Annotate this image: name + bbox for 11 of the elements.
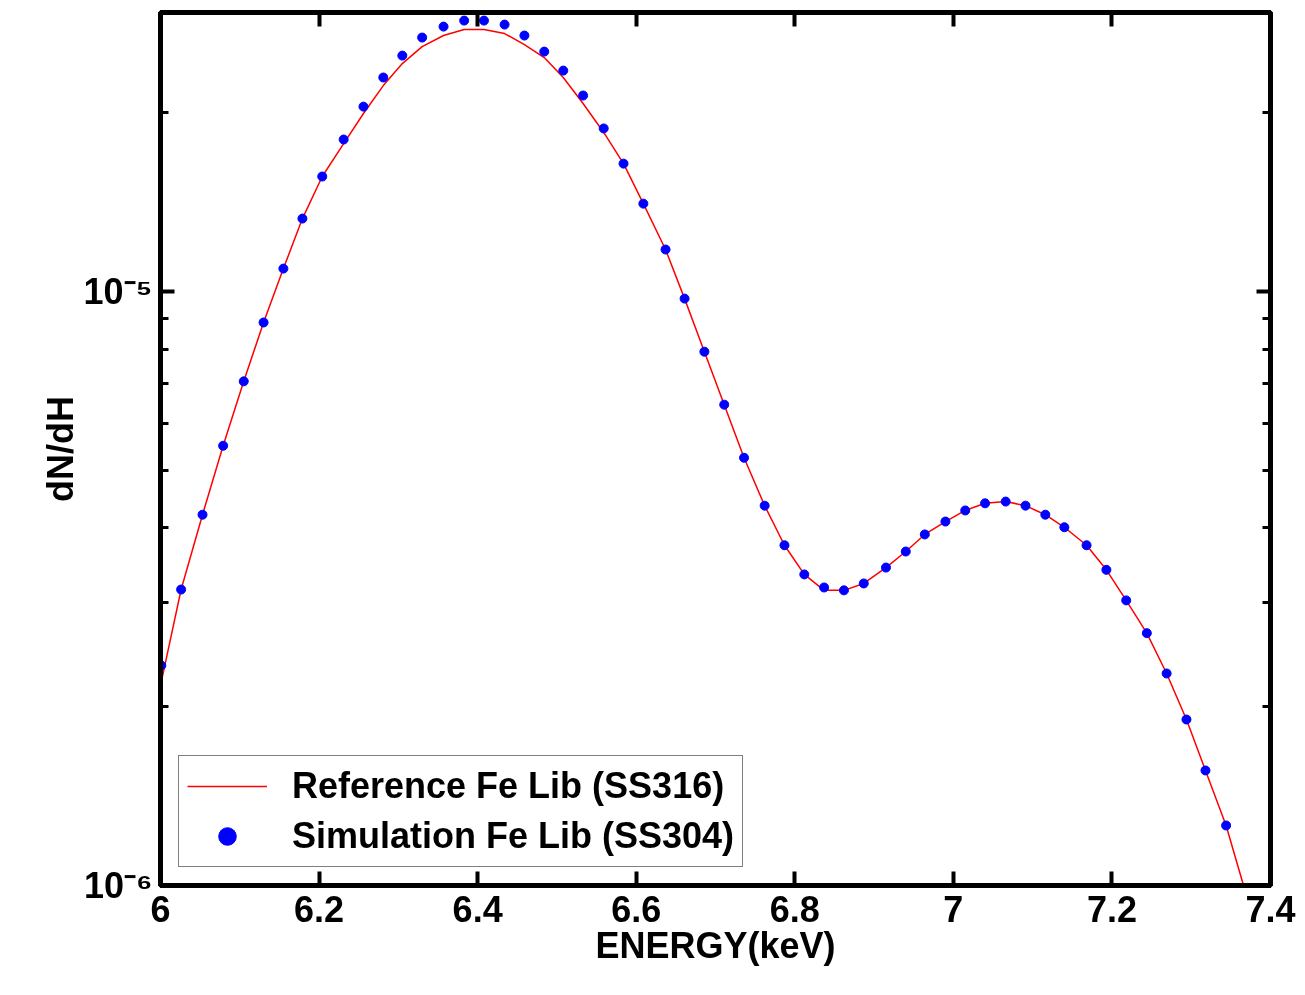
x-tick-label: 7 xyxy=(943,888,964,930)
y-tick-label: 10⁻⁵ xyxy=(83,271,153,313)
x-tick-label: 6.4 xyxy=(452,888,503,930)
x-tick-label: 6.2 xyxy=(294,888,345,930)
legend-label: Simulation Fe Lib (SS304) xyxy=(292,814,735,858)
x-tick-label: 7.2 xyxy=(1086,888,1137,930)
y-axis-title: dN/dH xyxy=(39,396,81,502)
x-tick-label: 6 xyxy=(150,888,171,930)
y-tick-label: 10⁻⁶ xyxy=(83,865,153,906)
x-tick-label: 7.4 xyxy=(1245,888,1296,930)
legend-label: Reference Fe Lib (SS316) xyxy=(292,764,725,808)
